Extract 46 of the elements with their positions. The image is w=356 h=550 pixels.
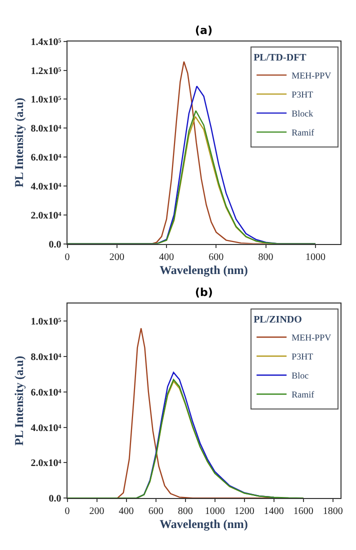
y-tick-label: 6.0x10⁴ — [30, 387, 62, 398]
y-axis-title: PL Intensity (a.u) — [12, 356, 26, 446]
legend-label: Ramif — [292, 128, 314, 138]
y-tick-label: 1.4x10⁵ — [30, 36, 62, 48]
legend-label: MEH-PPV — [292, 70, 332, 81]
y-tick-label: 1.2x10⁵ — [30, 66, 62, 77]
x-tick-label: 1000 — [305, 252, 326, 263]
x-tick-label: 1600 — [293, 506, 314, 518]
y-tick-label: 0.0 — [48, 239, 62, 250]
legend-label: Ramif — [292, 390, 314, 400]
y-tick-label: 8.0x10⁴ — [30, 352, 62, 364]
y-tick-label: 8.0x10⁴ — [30, 124, 62, 135]
x-tick-label: 800 — [178, 506, 193, 518]
y-tick-label: 4.0x10⁴ — [30, 422, 62, 434]
y-tick-label: 2.0x10⁴ — [30, 210, 62, 222]
chart-title: (b) — [195, 286, 213, 299]
y-tick-label: 1.0x10⁵ — [30, 94, 62, 106]
legend-label: Block — [292, 108, 314, 119]
y-tick-label: 1.0x10⁵ — [30, 316, 62, 328]
legend-label: MEH-PPV — [292, 332, 332, 343]
legend-label: Bloc — [292, 370, 309, 381]
legend-title: PL/ZINDO — [254, 314, 302, 326]
x-tick-label: 0 — [64, 506, 70, 518]
x-axis-title: Wavelength (nm) — [160, 517, 248, 532]
x-tick-label: 1200 — [234, 506, 254, 518]
x-tick-label: 600 — [148, 506, 164, 518]
x-tick-label: 400 — [118, 506, 134, 518]
x-tick-label: 1000 — [204, 506, 225, 518]
x-tick-label: 400 — [159, 252, 174, 263]
x-tick-label: 800 — [258, 252, 274, 263]
x-tick-label: 200 — [89, 506, 104, 518]
x-tick-label: 1400 — [264, 506, 284, 518]
legend-label: P3HT — [292, 352, 314, 362]
legend-title: PL/TD-DFT — [254, 52, 307, 64]
y-axis-title: PL Intensity (a.u) — [12, 98, 26, 188]
x-tick-label: 1800 — [322, 506, 343, 518]
y-tick-label: 4.0x10⁴ — [30, 181, 62, 192]
x-tick-label: 600 — [208, 252, 224, 263]
chart-title: (a) — [195, 24, 212, 37]
y-tick-label: 6.0x10⁴ — [30, 152, 62, 164]
y-tick-label: 0.0 — [48, 494, 62, 505]
x-tick-label: 0 — [64, 252, 70, 263]
x-axis-title: Wavelength (nm) — [160, 262, 248, 277]
y-tick-label: 2.0x10⁴ — [30, 458, 62, 470]
legend-label: P3HT — [292, 90, 314, 100]
x-tick-label: 200 — [109, 252, 124, 263]
